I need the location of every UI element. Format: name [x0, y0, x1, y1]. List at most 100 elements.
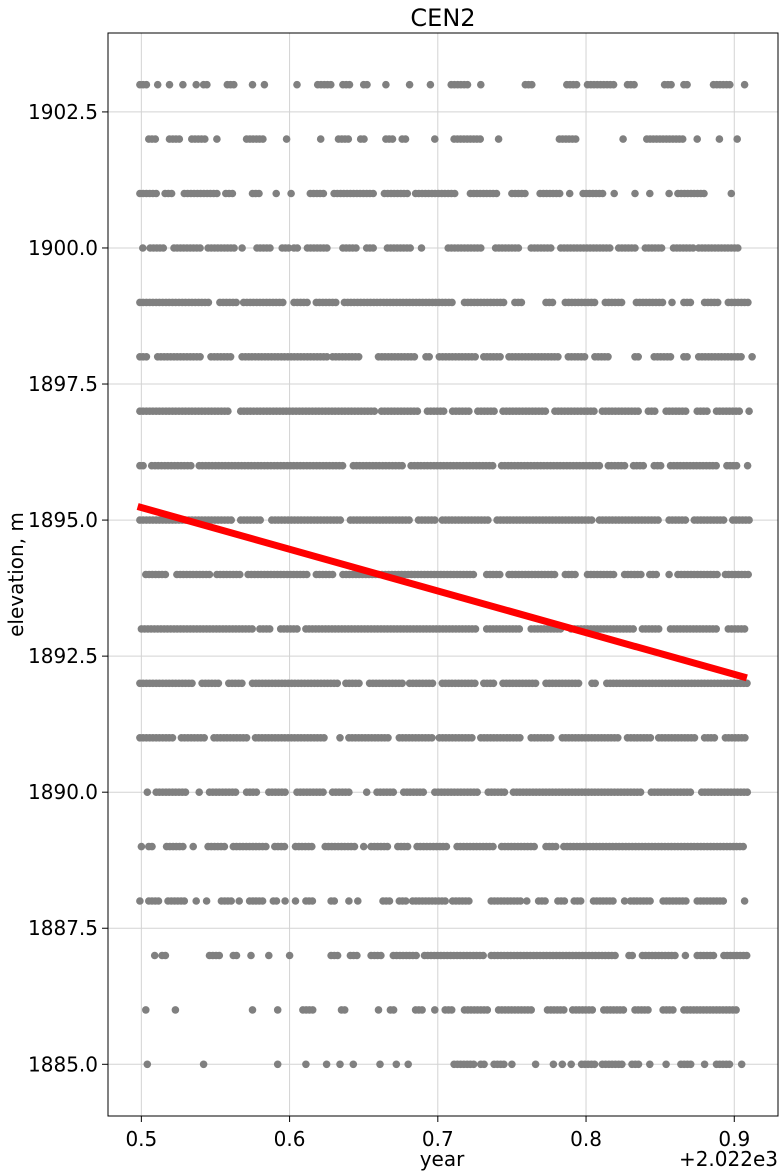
data-point: [203, 80, 211, 89]
data-point: [480, 1060, 488, 1069]
data-point: [629, 625, 637, 633]
data-point: [255, 189, 263, 198]
data-point: [266, 244, 274, 252]
data-point: [528, 80, 536, 89]
data-point: [733, 135, 741, 143]
data-point: [260, 80, 269, 89]
data-point: [359, 842, 368, 851]
data-point: [412, 951, 421, 960]
data-point: [619, 135, 627, 143]
data-point: [490, 407, 498, 416]
data-point: [431, 135, 439, 143]
data-point: [323, 353, 331, 361]
data-point: [353, 951, 361, 960]
data-point: [280, 842, 289, 851]
data-point: [637, 570, 645, 579]
data-point: [740, 625, 749, 633]
data-point: [703, 407, 711, 416]
data-point: [238, 679, 246, 688]
data-point: [550, 570, 559, 579]
data-point: [384, 734, 392, 742]
data-point: [471, 625, 480, 633]
data-point: [417, 244, 426, 252]
data-point: [654, 625, 663, 633]
data-point: [195, 788, 203, 796]
data-point: [199, 1060, 208, 1069]
data-point: [214, 679, 223, 688]
data-point: [737, 353, 745, 361]
data-point: [167, 189, 176, 198]
data-point: [284, 244, 293, 252]
data-point: [204, 298, 213, 307]
data-point: [631, 244, 639, 252]
scatter-points: [136, 80, 756, 1069]
data-point: [715, 135, 724, 143]
data-point: [719, 516, 728, 524]
data-point: [667, 80, 675, 89]
data-point: [189, 842, 197, 851]
data-point: [700, 189, 708, 198]
data-point: [494, 135, 503, 143]
data-point: [316, 135, 325, 143]
data-point: [338, 461, 347, 470]
data-point: [150, 951, 159, 960]
data-point: [168, 734, 177, 742]
data-point: [282, 135, 291, 143]
data-point: [137, 842, 146, 851]
data-point: [369, 189, 378, 198]
data-point: [571, 570, 579, 579]
data-point: [406, 244, 415, 252]
data-point: [611, 951, 619, 960]
data-point: [668, 298, 676, 307]
data-point: [743, 461, 752, 470]
data-point: [220, 842, 229, 851]
data-point: [272, 897, 281, 905]
data-point: [180, 897, 189, 905]
data-point: [489, 842, 497, 851]
data-point: [590, 1060, 599, 1069]
data-point: [652, 570, 661, 579]
data-point: [740, 897, 749, 905]
data-point: [151, 135, 160, 143]
data-point: [302, 1060, 310, 1069]
data-point: [547, 244, 555, 252]
y-tick-label: 1902.5: [28, 100, 98, 124]
plot-frame: [107, 32, 779, 1117]
data-point: [202, 897, 211, 905]
data-point: [418, 1006, 426, 1014]
data-point: [258, 897, 267, 905]
data-point: [734, 244, 742, 252]
data-point: [382, 80, 390, 89]
data-point: [666, 353, 675, 361]
data-point: [322, 1060, 331, 1069]
data-point: [398, 461, 407, 470]
data-point: [700, 1060, 709, 1069]
data-point: [567, 1060, 575, 1069]
data-point: [743, 679, 751, 688]
data-point: [614, 734, 622, 742]
data-point: [175, 135, 184, 143]
data-point: [328, 570, 337, 579]
data-point: [710, 734, 719, 742]
data-point: [686, 298, 695, 307]
data-point: [609, 80, 618, 89]
x-axis-label: year: [420, 1147, 465, 1171]
data-point: [439, 407, 448, 416]
data-point: [355, 679, 363, 688]
chart-title: CEN2: [410, 4, 475, 32]
data-point: [161, 570, 170, 579]
trend-line-group: [136, 503, 748, 682]
data-point: [248, 80, 257, 89]
data-point: [405, 80, 414, 89]
data-point: [471, 679, 479, 688]
data-point: [136, 897, 144, 905]
x-tick-label: 0.8: [570, 1127, 602, 1151]
data-point: [448, 298, 456, 307]
data-point: [401, 135, 410, 143]
data-point: [560, 1006, 568, 1014]
data-point: [690, 734, 699, 742]
data-point: [139, 461, 147, 470]
data-point: [719, 897, 728, 905]
data-point: [517, 298, 526, 307]
data-point: [248, 625, 256, 633]
